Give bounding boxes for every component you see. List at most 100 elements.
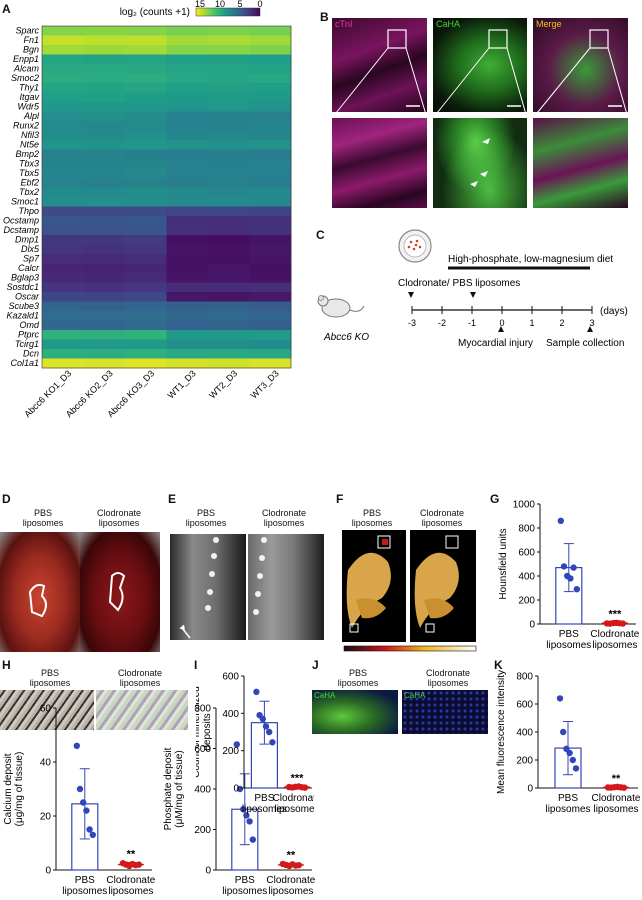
gene-label: Tbx2 [19,187,39,197]
heatmap-cell [166,235,209,245]
heatmap-cell [166,273,209,283]
mouse-icon [317,295,365,318]
panel-b-micrographs: cTnI CaHA Merge [332,18,642,210]
label-e-pbs: PBS liposomes [185,508,227,528]
heatmap-cell [42,73,84,84]
heatmap-cell [42,83,84,93]
heatmap-cell [42,263,84,274]
data-point [73,742,81,749]
heatmap-cell [249,301,292,312]
gene-label: Dlx5 [21,244,40,254]
heatmap-cell [208,92,250,103]
heatmap-frame [41,25,292,369]
heatmap-cell [249,254,292,264]
heatmap-cell [249,92,292,103]
heatmap-cell [208,111,250,122]
heatmap-cell [125,273,167,283]
heatmap-cell [208,73,250,84]
heatmap-cell [83,349,126,359]
heatmap-cell [83,92,126,103]
timeline-tick-label: -2 [438,318,446,328]
heatmap-cell [208,282,250,293]
y-axis-label: Count of mineralized [196,686,202,778]
data-point [619,620,627,627]
heatmap-cell [42,206,84,217]
heatmap-cell [125,35,167,46]
ct-slice-pbs [170,534,246,640]
significance-label: *** [291,773,305,785]
heatmap-cell [166,149,209,160]
heatmap-cell [125,311,167,321]
heatmap-cell [166,339,209,350]
heatmap-cell [125,330,167,340]
data-point [80,799,87,806]
heatmap-cell [208,235,250,245]
diet-label: High-phosphate, low-magnesium diet [448,254,613,265]
data-point [135,861,143,868]
heatmap-cell [249,197,292,207]
heatmap-cell [166,311,209,321]
category-label: PBS [75,875,95,886]
gene-label: Smoc1 [11,197,39,207]
category-label: liposomes [593,804,638,815]
heatmap-cell [249,111,292,122]
heatmap-cell [249,102,292,112]
arrow-liposome-2 [470,292,476,298]
heatmap-cell [166,187,209,198]
data-point [89,831,97,839]
data-point [249,836,256,843]
heatmap-cell [125,130,167,141]
timeline-tick-label: -1 [468,318,476,328]
colorbar-title: log₂ (counts +1) [120,7,190,18]
category-label: Clodronate [590,629,639,640]
y-tick-label: 400 [518,572,535,583]
data-point [259,715,266,723]
heatmap-cell [249,64,292,74]
heatmap-cell [208,26,250,36]
significance-label: ** [287,849,296,861]
y-axis-label: (μM/mg of tissue) [174,750,185,827]
gene-label: Bmp2 [15,149,39,159]
heatmap-cell [125,206,167,217]
heatmap-cell [125,140,167,150]
heatmap-cell [249,358,292,369]
timeline-tick-label: 0 [499,318,504,328]
heatmap-cell [125,92,167,103]
heatmap-cell [249,121,292,131]
heatmap-cell [249,35,292,46]
heatmap-cell [208,64,250,74]
gene-label: Ptprc [18,330,40,340]
panel-label-f: F [336,492,344,506]
y-tick-label: 200 [194,825,211,836]
heatmap-cell [125,178,167,188]
panel-label-g: G [490,492,500,506]
heatmap-cell [125,358,167,369]
category-label: PBS [558,793,578,804]
label-caha: CaHA [436,19,461,29]
data-point [83,807,90,814]
panel-label-h: H [2,658,11,672]
heatmap-cell [166,26,209,36]
heatmap-cell [125,254,167,264]
y-axis-label: Calcium deposit [3,753,14,824]
panel-e-ct: PBS liposomes Clodronate liposomes [168,508,330,654]
timeline-tick-label: 3 [589,318,594,328]
fluorescence-pbs [312,690,398,734]
gene-label: Dmp1 [15,235,39,245]
heatmap-cell [42,64,84,74]
heatmap-cell [83,149,126,160]
heatmap-cell [166,206,209,217]
heatmap-cell [42,178,84,188]
collection-label: Sample collection [546,338,624,349]
gene-label: Bglap3 [11,273,39,283]
heatmap-cell [42,149,84,160]
heatmap-cell [166,92,209,103]
heatmap-cell [42,254,84,264]
category-label: PBS [254,793,274,804]
heatmap-cell [125,301,167,312]
y-tick-label: 20 [40,812,52,823]
heatmap-cell [249,73,292,84]
gene-label: Dcstamp [3,225,39,235]
days-label: (days) [600,306,628,317]
heatmap-cell [83,121,126,131]
